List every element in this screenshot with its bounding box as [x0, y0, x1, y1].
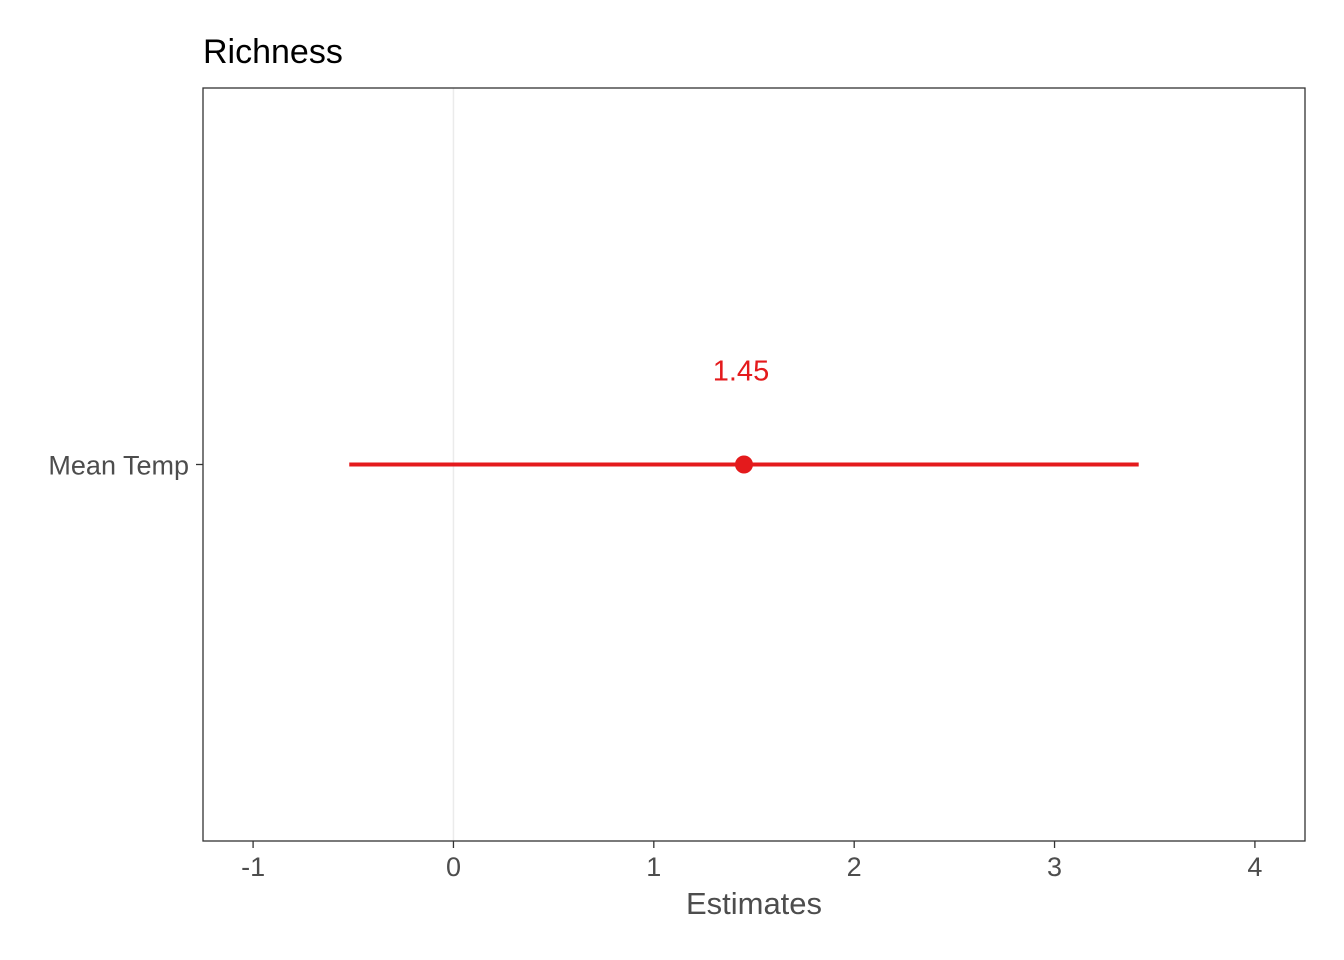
x-axis-title: Estimates [686, 886, 822, 921]
estimate-marks: 1.45 [349, 356, 1139, 474]
plot-area: 1.45 [202, 87, 1306, 842]
x-tick-label: 2 [847, 852, 862, 882]
x-tick-label: -1 [241, 852, 265, 882]
chart-title: Richness [203, 33, 343, 71]
x-axis: -1 0 1 2 3 4 [241, 841, 1262, 882]
estimate-point [734, 455, 753, 474]
y-category-label: Mean Temp [48, 451, 189, 481]
x-tick-label: 0 [446, 852, 461, 882]
x-tick-label: 1 [646, 852, 661, 882]
x-tick-label: 3 [1047, 852, 1062, 882]
y-axis: Mean Temp [48, 451, 203, 481]
x-tick-label: 4 [1247, 852, 1262, 882]
estimate-value-label: 1.45 [713, 356, 769, 388]
